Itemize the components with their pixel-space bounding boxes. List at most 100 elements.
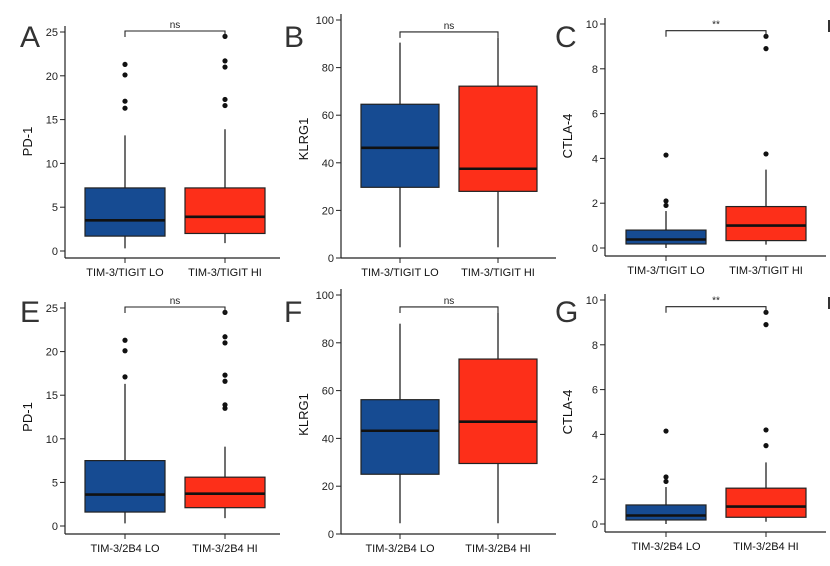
outlier-point [763, 322, 769, 328]
y-tick-label: 25 [46, 303, 58, 315]
significance-label: ns [444, 296, 455, 307]
y-tick-label: 0 [592, 519, 598, 531]
outlier-point [222, 378, 228, 384]
partial-panel-letter-h [828, 297, 830, 309]
significance-bracket [124, 306, 226, 313]
outlier-point [222, 372, 228, 378]
panel-letter: C [555, 21, 577, 54]
x-tick-label: TIM-3/2B4 LO [365, 543, 435, 555]
y-tick-label: 20 [322, 481, 334, 493]
y-tick-label: 15 [46, 390, 58, 402]
outlier-point [663, 478, 669, 485]
y-tick-label: 10 [46, 158, 58, 170]
y-tick-label: 40 [322, 158, 334, 170]
y-axis-title: PD-1 [20, 127, 35, 157]
outlier-point [763, 46, 769, 52]
y-tick-label: 60 [322, 386, 334, 398]
y-tick-label: 80 [322, 63, 334, 75]
outlier-point [122, 72, 128, 78]
y-axis-title: PD-1 [20, 402, 35, 432]
panel-letter: E [20, 296, 40, 329]
outlier-point [122, 105, 128, 111]
outlier-point [222, 402, 228, 408]
box-iqr [625, 229, 707, 245]
outlier-point [763, 151, 769, 157]
y-tick-label: 15 [46, 115, 58, 127]
x-tick-label: TIM-3/2B4 LO [90, 543, 160, 555]
panel-letter: F [284, 296, 302, 329]
panel-g: G 0 2 4 6 8 10 CTLA-4 TIM-3/2B4 LO TIM-3/2B4 HI ** [555, 294, 826, 553]
box-lo [625, 152, 707, 248]
outlier-point [122, 98, 128, 104]
outlier-point [222, 334, 228, 340]
box-lo [84, 61, 166, 249]
partial-panel-letter-d [828, 20, 830, 32]
box-iqr [184, 187, 266, 235]
box-hi [725, 33, 807, 245]
box-hi [458, 37, 538, 248]
y-axis-title: KLRG1 [296, 118, 311, 161]
significance-bracket [124, 30, 226, 37]
outlier-point [122, 337, 128, 343]
x-tick-label: TIM-3/TIGIT HI [188, 267, 262, 279]
outlier-point [663, 198, 669, 204]
significance-bracket [665, 30, 767, 37]
panel-e: E 0 5 10 15 20 25 PD-1 TIM-3/2B4 LO TIM-3/2B4 HI n… [20, 296, 280, 555]
panel-a: A 0 5 10 15 20 25 PD-1 TIM-3/TIGIT LO TIM-3/TIGIT… [20, 20, 280, 279]
outlier-point [763, 427, 769, 433]
outlier-point [222, 96, 228, 103]
y-tick-label: 40 [322, 433, 334, 445]
significance-label: ns [444, 21, 455, 32]
box-hi [458, 312, 538, 524]
x-tick-label: TIM-3/TIGIT HI [729, 265, 803, 277]
y-axis-title: CTLA-4 [560, 390, 575, 435]
box-iqr [725, 205, 807, 242]
y-tick-label: 10 [586, 19, 598, 31]
x-tick-label: TIM-3/2B4 LO [631, 541, 701, 553]
significance-label: ** [712, 296, 720, 307]
y-tick-label: 20 [46, 347, 58, 359]
box-iqr [84, 460, 166, 513]
box-iqr [458, 85, 538, 192]
x-tick-label: TIM-3/TIGIT LO [86, 267, 164, 279]
x-tick-label: TIM-3/2B4 HI [192, 543, 257, 555]
box-iqr [84, 187, 166, 237]
y-tick-label: 10 [586, 295, 598, 307]
box-iqr [458, 358, 538, 465]
y-tick-label: 2 [592, 198, 598, 210]
significance-label: ns [170, 20, 181, 31]
y-tick-label: 8 [592, 64, 598, 76]
box-lo [360, 323, 440, 524]
panel-b: B 0 20 40 60 80 100 KLRG1 TIM-3/TIGIT LO TIM-3/TI… [284, 14, 556, 279]
y-tick-label: 0 [592, 243, 598, 255]
y-tick-label: 25 [46, 27, 58, 39]
y-tick-label: 0 [52, 246, 58, 258]
x-tick-label: TIM-3/TIGIT LO [627, 265, 705, 277]
y-tick-label: 4 [592, 429, 598, 441]
significance-label: ns [170, 296, 181, 307]
outlier-point [222, 64, 228, 70]
y-tick-label: 20 [46, 71, 58, 83]
outlier-point [663, 202, 669, 209]
y-tick-label: 5 [52, 202, 58, 214]
panel-letter: G [555, 296, 578, 329]
y-tick-label: 20 [322, 205, 334, 217]
significance-label: ** [712, 20, 720, 31]
box-hi [184, 33, 266, 244]
box-iqr [184, 476, 266, 509]
outlier-point [763, 443, 769, 449]
x-tick-label: TIM-3/TIGIT LO [361, 267, 439, 279]
y-tick-label: 100 [316, 290, 334, 302]
box-lo [360, 42, 440, 248]
outlier-point [122, 348, 128, 354]
box-lo [84, 337, 166, 524]
x-tick-label: TIM-3/2B4 HI [733, 541, 798, 553]
y-tick-label: 4 [592, 153, 598, 165]
outlier-point [222, 58, 228, 64]
box-iqr [360, 399, 440, 475]
box-lo [625, 428, 707, 524]
panel-c: C 0 2 4 6 8 10 CTLA-4 TIM-3/TIGIT LO TIM-3/TIGIT … [555, 18, 826, 277]
y-tick-label: 10 [46, 434, 58, 446]
box-iqr [625, 504, 707, 521]
